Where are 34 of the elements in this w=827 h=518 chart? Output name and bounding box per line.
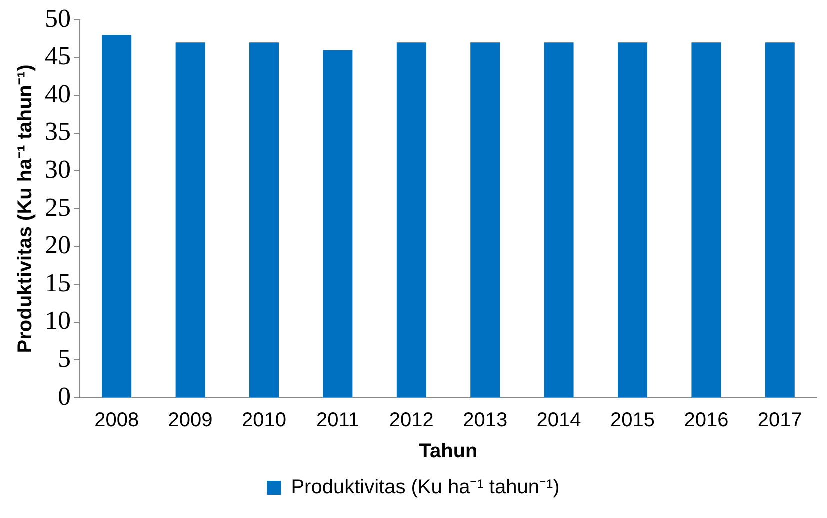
x-tick-label: 2016 bbox=[684, 410, 729, 432]
y-tick-label: 10 bbox=[45, 306, 71, 336]
y-tick-label: 5 bbox=[58, 344, 71, 374]
bar bbox=[544, 42, 574, 398]
x-tick-label: 2011 bbox=[316, 410, 360, 432]
x-axis-title: Tahun bbox=[419, 440, 478, 463]
y-tick-label: 20 bbox=[45, 230, 71, 260]
y-tick-label: 40 bbox=[45, 79, 71, 108]
x-tick-label: 2014 bbox=[536, 410, 582, 432]
bar bbox=[618, 42, 648, 398]
x-tick-label: 2008 bbox=[94, 410, 140, 432]
y-tick-label: 45 bbox=[45, 42, 71, 71]
y-tick-label: 50 bbox=[45, 4, 71, 33]
x-tick-label: 2017 bbox=[758, 410, 802, 432]
y-tick-label: 35 bbox=[45, 117, 71, 146]
bar bbox=[323, 50, 353, 398]
bar bbox=[102, 35, 132, 398]
y-axis-title: Produktivitas (Ku ha⁻¹ tahun⁻¹) bbox=[14, 64, 37, 354]
bar bbox=[692, 42, 722, 398]
y-tick-label: 15 bbox=[45, 268, 71, 298]
x-tick-label: 2012 bbox=[389, 410, 434, 432]
x-tick-label: 2009 bbox=[168, 410, 213, 432]
bar bbox=[396, 42, 426, 398]
y-tick-label: 0 bbox=[58, 382, 71, 411]
bar bbox=[470, 42, 500, 398]
bar bbox=[176, 42, 206, 398]
legend-label: Produktivitas (Ku ha⁻¹ tahun⁻¹) bbox=[291, 476, 560, 499]
y-tick-label: 30 bbox=[45, 155, 71, 184]
x-tick-label: 2015 bbox=[610, 410, 655, 432]
x-tick-label: 2010 bbox=[242, 410, 286, 432]
x-tick-label: 2013 bbox=[463, 410, 508, 432]
y-tick-label: 25 bbox=[45, 192, 71, 222]
bar bbox=[765, 42, 795, 398]
bar bbox=[250, 42, 279, 398]
